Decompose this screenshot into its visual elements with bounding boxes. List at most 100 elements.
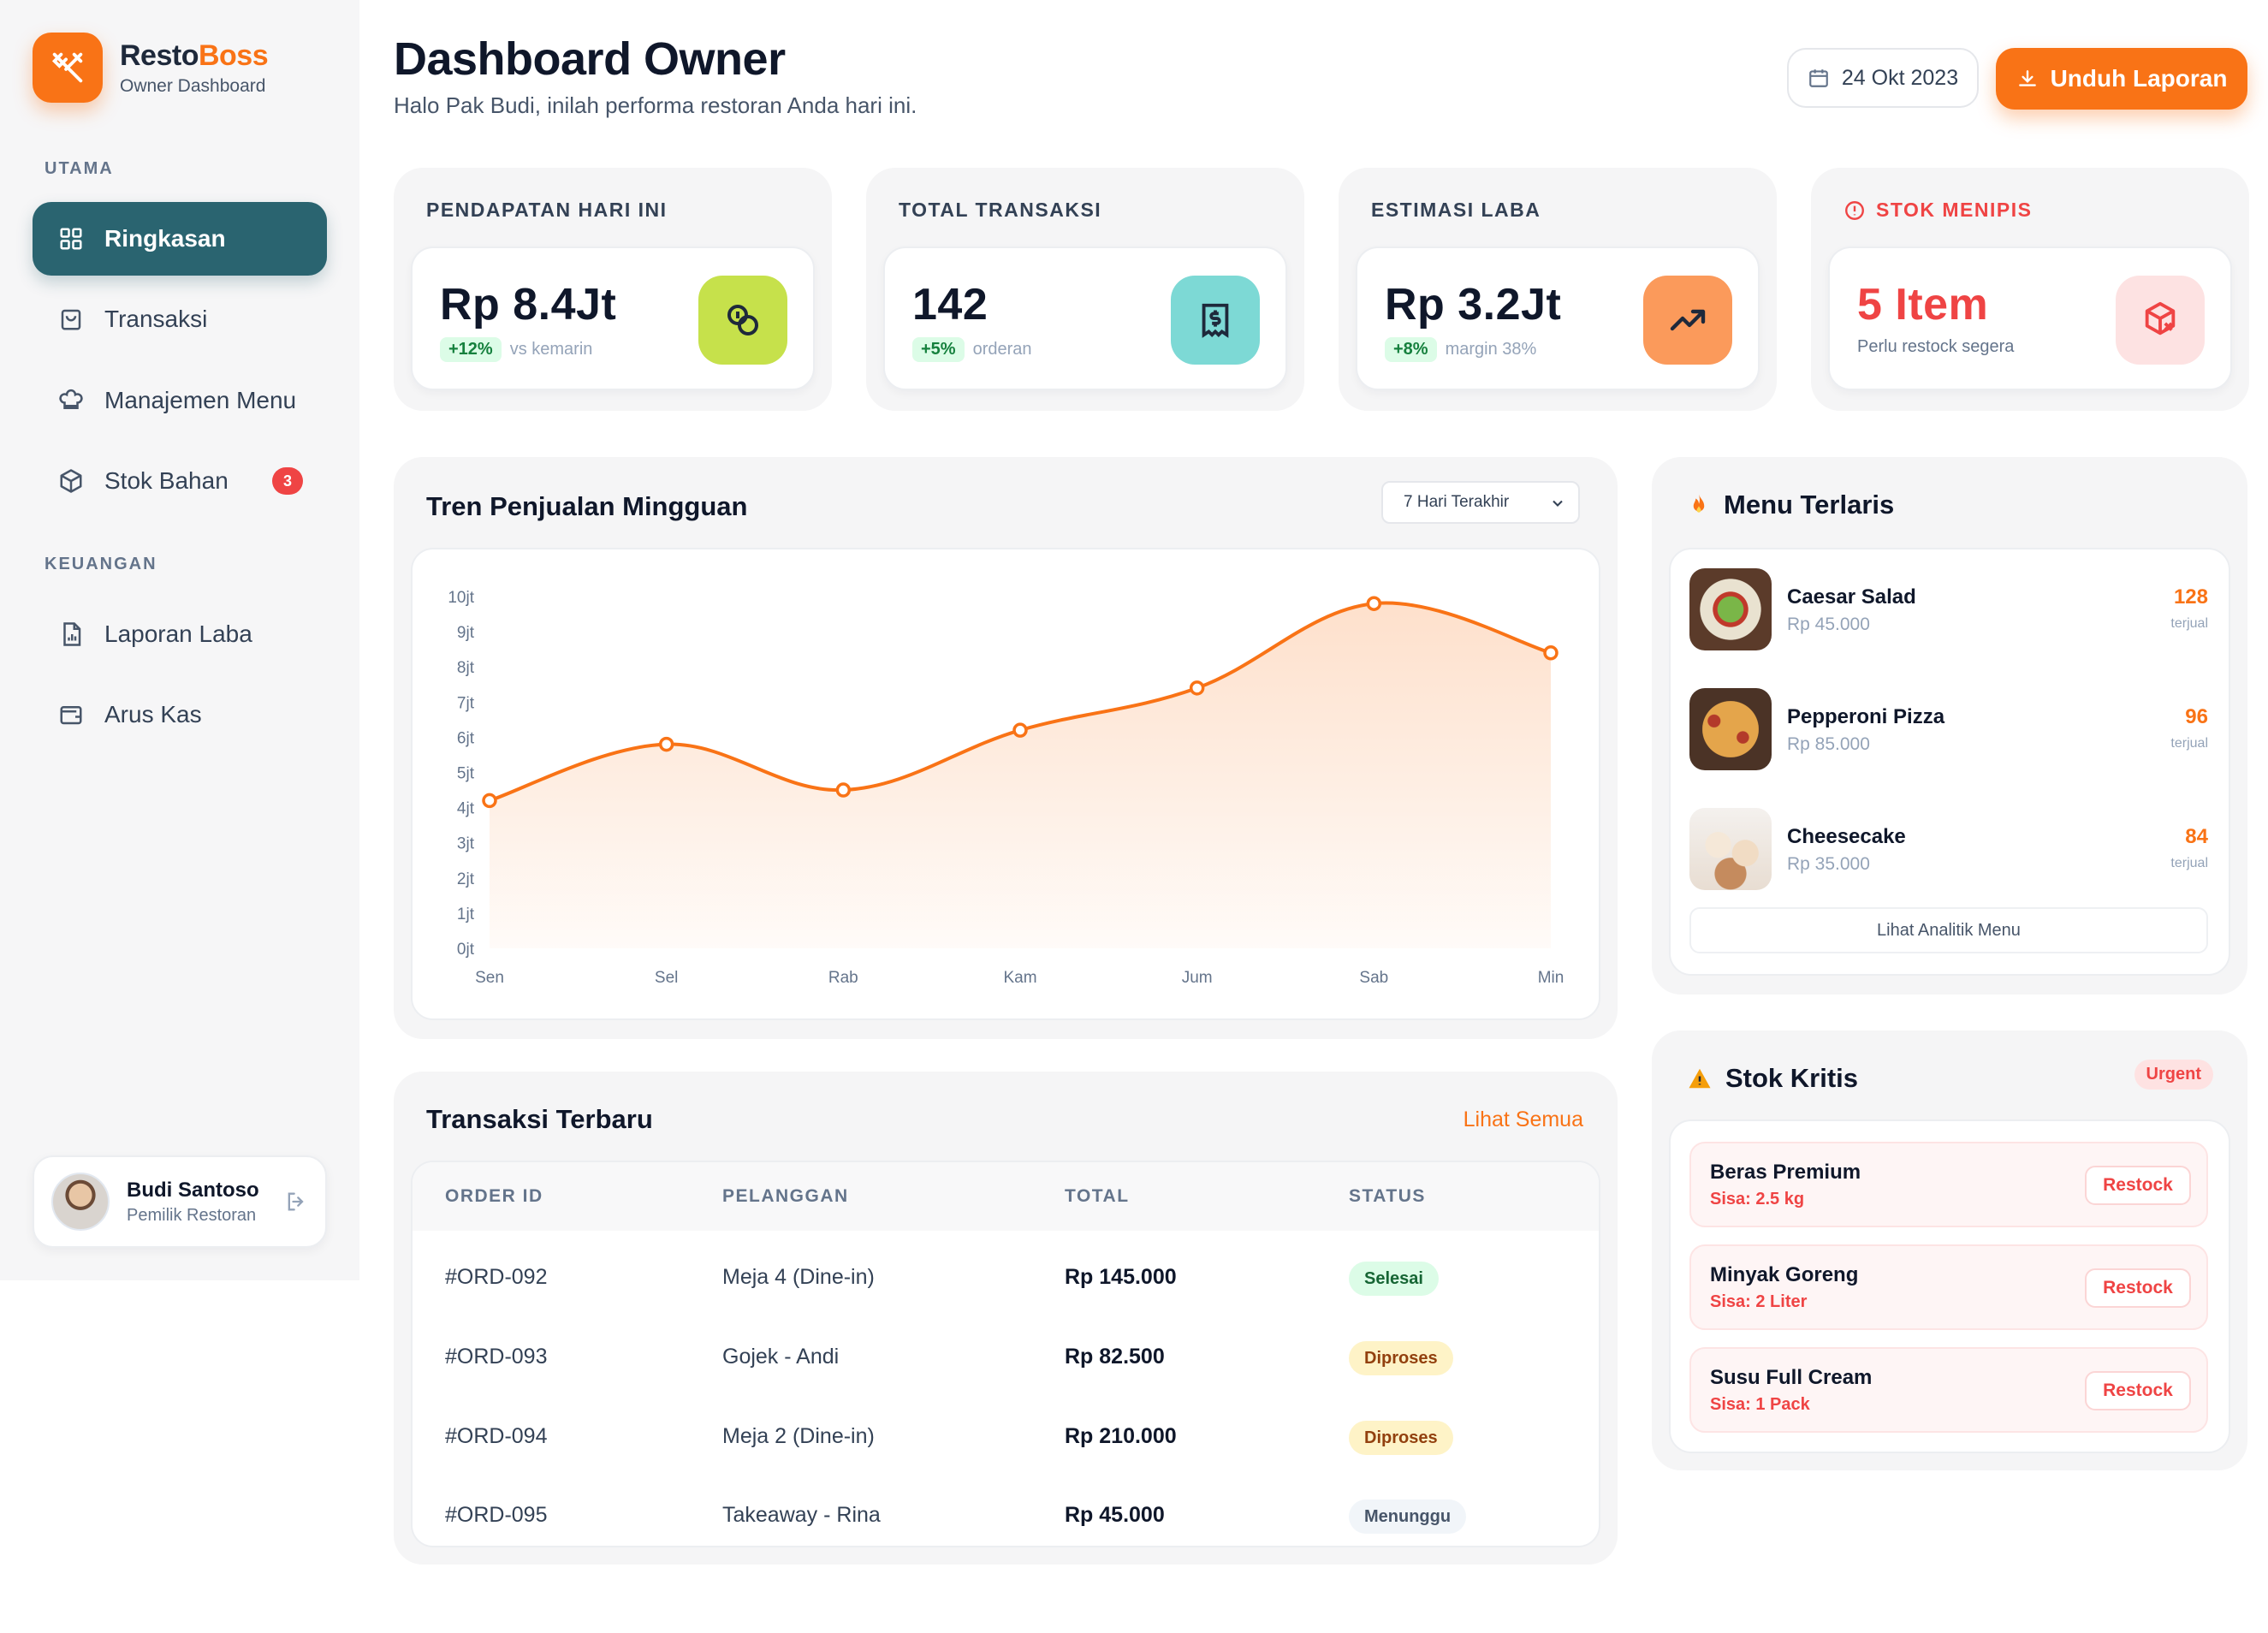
list-item: Beras Premium Sisa: 2.5 kg Restock	[1689, 1142, 2208, 1227]
fire-icon	[1693, 494, 1705, 513]
kpi-body: 142 +5% orderan	[883, 246, 1287, 390]
shopping-bag-icon	[56, 305, 86, 334]
menu-sold-count: 84	[2185, 825, 2208, 848]
table-row[interactable]: #ORD-095 Takeaway - Rina Rp 45.000 Menun…	[413, 1477, 1599, 1556]
data-point[interactable]	[1012, 722, 1028, 738]
recent-transactions-panel: Transaksi Terbaru Lihat Semua ORDER ID P…	[394, 1072, 1618, 1565]
sidebar-item-transaksi[interactable]: Transaksi	[33, 282, 327, 356]
sidebar-item-label: Transaksi	[104, 306, 208, 332]
data-point[interactable]	[482, 793, 497, 809]
cheesecake-image	[1689, 808, 1772, 890]
kpi-note: Perlu restock segera	[1857, 337, 2015, 356]
user-card[interactable]: Budi Santoso Pemilik Restoran	[33, 1155, 327, 1248]
data-point[interactable]	[835, 782, 852, 798]
menu-price: Rp 45.000	[1787, 615, 1870, 634]
sidebar-item-label: Manajemen Menu	[104, 387, 297, 413]
status-badge: Diproses	[1349, 1341, 1453, 1375]
transactions-table: ORDER ID PELANGGAN TOTAL STATUS #ORD-092…	[411, 1161, 1600, 1547]
brand-subtitle: Owner Dashboard	[120, 75, 266, 96]
sidebar-item-laporan-laba[interactable]: Laporan Laba	[33, 597, 327, 671]
menu-price: Rp 85.000	[1787, 734, 1870, 754]
sidebar-item-label: Ringkasan	[104, 225, 226, 252]
kpi-note: vs kemarin	[509, 340, 593, 359]
brand[interactable]: RestoBoss Owner Dashboard	[33, 33, 269, 103]
x-tick-label: Rab	[828, 969, 858, 987]
sidebar: RestoBoss Owner Dashboard UTAMA Ringkasa…	[0, 0, 359, 1280]
sold-label: terjual	[2170, 856, 2208, 870]
kpi-profit: ESTIMASI LABA Rp 3.2Jt +8% margin 38%	[1339, 168, 1777, 411]
sidebar-item-stok-bahan[interactable]: Stok Bahan 3	[33, 444, 327, 518]
warning-icon	[1689, 1068, 1711, 1089]
list-item[interactable]: Cheesecake Rp 35.000 84 terjual	[1689, 808, 2208, 894]
x-tick-label: Min	[1538, 969, 1564, 987]
best-menu-title: Menu Terlaris	[1686, 490, 1894, 520]
kpi-note: orderan	[972, 340, 1032, 359]
chevron-down-icon	[1553, 500, 1563, 507]
restock-button[interactable]: Restock	[2085, 1166, 2191, 1205]
menu-name: Cheesecake	[1787, 825, 1906, 848]
menu-price: Rp 35.000	[1787, 854, 1870, 874]
date-picker[interactable]: 24 Okt 2023	[1787, 48, 1979, 108]
pepperoni-pizza-image	[1689, 688, 1772, 770]
sales-trend-title: Tren Penjualan Mingguan	[426, 491, 748, 521]
kpi-value: 5 Item	[1857, 280, 1989, 330]
col-total: TOTAL	[1065, 1186, 1130, 1206]
data-point[interactable]	[658, 736, 674, 752]
download-report-button[interactable]: Unduh Laporan	[1996, 48, 2247, 110]
y-tick-label: 7jt	[457, 694, 475, 712]
customer: Meja 2 (Dine-in)	[722, 1424, 875, 1448]
kpi-value: Rp 8.4Jt	[440, 280, 617, 330]
list-item[interactable]: Caesar Salad Rp 45.000 128 terjual	[1689, 568, 2208, 654]
trending-up-icon	[1643, 276, 1732, 365]
order-total: Rp 145.000	[1065, 1265, 1177, 1289]
menu-analytics-link[interactable]: Lihat Analitik Menu	[1689, 907, 2208, 953]
restock-button[interactable]: Restock	[2085, 1268, 2191, 1308]
caesar-salad-image	[1689, 568, 1772, 650]
see-all-link[interactable]: Lihat Semua	[1463, 1107, 1583, 1131]
status-badge: Menunggu	[1349, 1499, 1467, 1534]
calendar-icon	[1808, 67, 1830, 89]
menu-sold-count: 128	[2173, 585, 2208, 609]
sidebar-item-ringkasan[interactable]: Ringkasan	[33, 202, 327, 276]
kpi-value: 142	[912, 280, 989, 330]
kpi-low-stock: STOK MENIPIS 5 Item Perlu restock segera	[1811, 168, 2249, 411]
order-id: #ORD-094	[445, 1424, 548, 1448]
file-chart-icon	[56, 620, 86, 649]
transactions-title: Transaksi Terbaru	[426, 1104, 653, 1134]
box-icon	[56, 466, 86, 496]
list-item[interactable]: Pepperoni Pizza Rp 85.000 96 terjual	[1689, 688, 2208, 774]
sidebar-item-arus-kas[interactable]: Arus Kas	[33, 678, 327, 751]
y-tick-label: 6jt	[457, 729, 475, 747]
grid-icon	[56, 224, 86, 253]
menu-sold-count: 96	[2185, 705, 2208, 728]
range-select[interactable]: 7 Hari Terakhir	[1381, 481, 1580, 524]
critical-stock-list: Beras Premium Sisa: 2.5 kg Restock Minya…	[1669, 1119, 2230, 1453]
kpi-change-chip: +5%	[912, 337, 965, 362]
data-point[interactable]	[1189, 680, 1205, 696]
customer: Takeaway - Rina	[722, 1503, 881, 1527]
stock-remaining: Sisa: 1 Pack	[1710, 1395, 1810, 1414]
restock-button[interactable]: Restock	[2085, 1371, 2191, 1410]
kpi-transactions: TOTAL TRANSAKSI 142 +5% orderan	[866, 168, 1304, 411]
sales-area	[490, 603, 1551, 948]
kpi-label: TOTAL TRANSAKSI	[899, 199, 1102, 221]
package-x-icon	[2116, 276, 2205, 365]
table-row[interactable]: #ORD-094 Meja 2 (Dine-in) Rp 210.000 Dip…	[413, 1398, 1599, 1477]
col-customer: PELANGGAN	[722, 1186, 849, 1206]
stock-remaining: Sisa: 2 Liter	[1710, 1292, 1808, 1311]
nav-section-finance: KEUANGAN	[45, 555, 157, 573]
table-row[interactable]: #ORD-093 Gojek - Andi Rp 82.500 Diproses	[413, 1319, 1599, 1398]
status-badge: Selesai	[1349, 1262, 1439, 1296]
y-tick-label: 1jt	[457, 906, 475, 923]
data-point[interactable]	[1366, 596, 1382, 611]
table-row[interactable]: #ORD-092 Meja 4 (Dine-in) Rp 145.000 Sel…	[413, 1239, 1599, 1318]
list-item: Susu Full Cream Sisa: 1 Pack Restock	[1689, 1347, 2208, 1433]
page-subtitle: Halo Pak Budi, inilah performa restoran …	[394, 92, 917, 118]
stock-name: Minyak Goreng	[1710, 1263, 1859, 1286]
col-status: STATUS	[1349, 1186, 1426, 1206]
logout-icon[interactable]	[284, 1190, 310, 1215]
sidebar-item-manajemen-menu[interactable]: Manajemen Menu	[33, 364, 327, 437]
download-icon	[2016, 68, 2039, 90]
utensils-icon	[33, 33, 103, 103]
data-point[interactable]	[1543, 645, 1559, 661]
